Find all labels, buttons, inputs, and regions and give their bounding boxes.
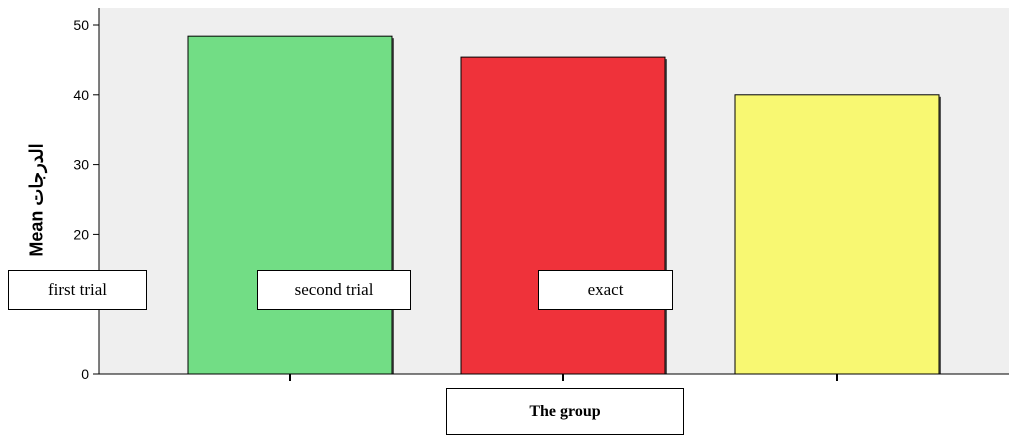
x-axis-label: The group xyxy=(446,388,684,435)
category-label-text: exact xyxy=(587,280,624,299)
category-label-first-trial: first trial xyxy=(8,270,147,310)
y-tick-label: 0 xyxy=(81,366,89,382)
y-axis-label: Mean الدرجات xyxy=(26,143,47,257)
x-axis-label-text: The group xyxy=(529,402,601,420)
y-tick-label: 50 xyxy=(73,17,89,33)
category-label-text: second trial xyxy=(294,280,374,299)
category-label-text: first trial xyxy=(47,280,107,299)
category-label-second-trial: second trial xyxy=(257,270,411,310)
category-label-exact: exact xyxy=(538,270,673,310)
bar-exact xyxy=(734,94,940,375)
bar-first-trial xyxy=(187,35,393,375)
y-tick-label: 40 xyxy=(73,87,89,103)
y-tick-label: 20 xyxy=(73,226,89,242)
bar-second-trial xyxy=(460,56,666,375)
y-tick-label: 30 xyxy=(73,157,89,173)
